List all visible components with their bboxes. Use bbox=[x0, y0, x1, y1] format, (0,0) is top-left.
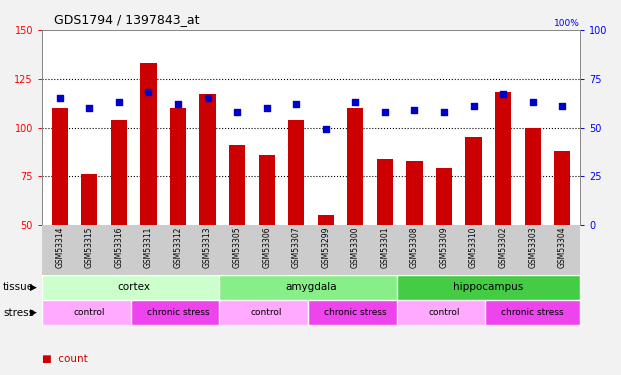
Text: stress: stress bbox=[3, 308, 34, 318]
Text: GSM53302: GSM53302 bbox=[499, 226, 507, 268]
Point bbox=[380, 109, 390, 115]
Text: GSM53309: GSM53309 bbox=[440, 226, 448, 268]
Bar bbox=[288, 120, 304, 225]
Bar bbox=[436, 168, 452, 225]
Text: GSM53314: GSM53314 bbox=[55, 226, 64, 268]
Bar bbox=[406, 160, 423, 225]
Text: GSM53313: GSM53313 bbox=[203, 226, 212, 268]
Text: chronic stress: chronic stress bbox=[324, 308, 387, 317]
Point bbox=[291, 101, 301, 107]
Point bbox=[528, 99, 538, 105]
Point bbox=[469, 103, 479, 109]
Text: control: control bbox=[73, 308, 105, 317]
Bar bbox=[81, 174, 97, 225]
Text: GSM53307: GSM53307 bbox=[292, 226, 301, 268]
Point bbox=[84, 105, 94, 111]
Bar bbox=[258, 155, 274, 225]
Bar bbox=[170, 108, 186, 225]
Text: GSM53308: GSM53308 bbox=[410, 226, 419, 268]
Text: cortex: cortex bbox=[117, 282, 150, 292]
Bar bbox=[130, 300, 225, 325]
Bar bbox=[229, 145, 245, 225]
Point bbox=[202, 95, 212, 101]
Bar bbox=[140, 63, 156, 225]
Bar bbox=[377, 159, 393, 225]
Text: ▶: ▶ bbox=[30, 283, 37, 292]
Text: GSM53305: GSM53305 bbox=[233, 226, 242, 268]
Text: GSM53300: GSM53300 bbox=[351, 226, 360, 268]
Text: chronic stress: chronic stress bbox=[501, 308, 564, 317]
Bar bbox=[52, 108, 68, 225]
Bar bbox=[495, 92, 511, 225]
Text: control: control bbox=[428, 308, 460, 317]
Point bbox=[173, 101, 183, 107]
Text: ■  count: ■ count bbox=[42, 354, 88, 364]
Bar bbox=[219, 275, 402, 300]
Bar bbox=[397, 275, 580, 300]
Bar bbox=[42, 300, 137, 325]
Bar bbox=[199, 94, 215, 225]
Text: GSM53299: GSM53299 bbox=[321, 226, 330, 268]
Text: GDS1794 / 1397843_at: GDS1794 / 1397843_at bbox=[55, 13, 200, 26]
Text: amygdala: amygdala bbox=[285, 282, 337, 292]
Bar bbox=[347, 108, 363, 225]
Bar bbox=[397, 300, 491, 325]
Text: 100%: 100% bbox=[554, 19, 580, 28]
Point bbox=[55, 95, 65, 101]
Point bbox=[350, 99, 360, 105]
Text: GSM53306: GSM53306 bbox=[262, 226, 271, 268]
Text: control: control bbox=[251, 308, 283, 317]
Bar bbox=[466, 137, 482, 225]
Point bbox=[439, 109, 449, 115]
Text: hippocampus: hippocampus bbox=[453, 282, 524, 292]
Text: GSM53312: GSM53312 bbox=[173, 226, 183, 268]
Bar bbox=[308, 300, 402, 325]
Bar bbox=[318, 215, 334, 225]
Point bbox=[232, 109, 242, 115]
Text: tissue: tissue bbox=[3, 282, 34, 292]
Text: GSM53311: GSM53311 bbox=[144, 226, 153, 268]
Text: GSM53310: GSM53310 bbox=[469, 226, 478, 268]
Text: GSM53303: GSM53303 bbox=[528, 226, 537, 268]
Bar bbox=[525, 128, 541, 225]
Bar bbox=[111, 120, 127, 225]
Point bbox=[321, 126, 331, 132]
Point bbox=[557, 103, 567, 109]
Text: GSM53315: GSM53315 bbox=[85, 226, 94, 268]
Bar bbox=[42, 275, 225, 300]
Bar bbox=[219, 300, 314, 325]
Point bbox=[114, 99, 124, 105]
Bar bbox=[554, 151, 571, 225]
Bar bbox=[486, 300, 580, 325]
Point bbox=[409, 107, 419, 113]
Point bbox=[498, 92, 508, 98]
Point bbox=[143, 89, 153, 95]
Text: GSM53316: GSM53316 bbox=[114, 226, 124, 268]
Text: GSM53304: GSM53304 bbox=[558, 226, 567, 268]
Text: chronic stress: chronic stress bbox=[147, 308, 209, 317]
Text: ▶: ▶ bbox=[30, 308, 37, 317]
Point bbox=[261, 105, 271, 111]
Text: GSM53301: GSM53301 bbox=[381, 226, 389, 268]
